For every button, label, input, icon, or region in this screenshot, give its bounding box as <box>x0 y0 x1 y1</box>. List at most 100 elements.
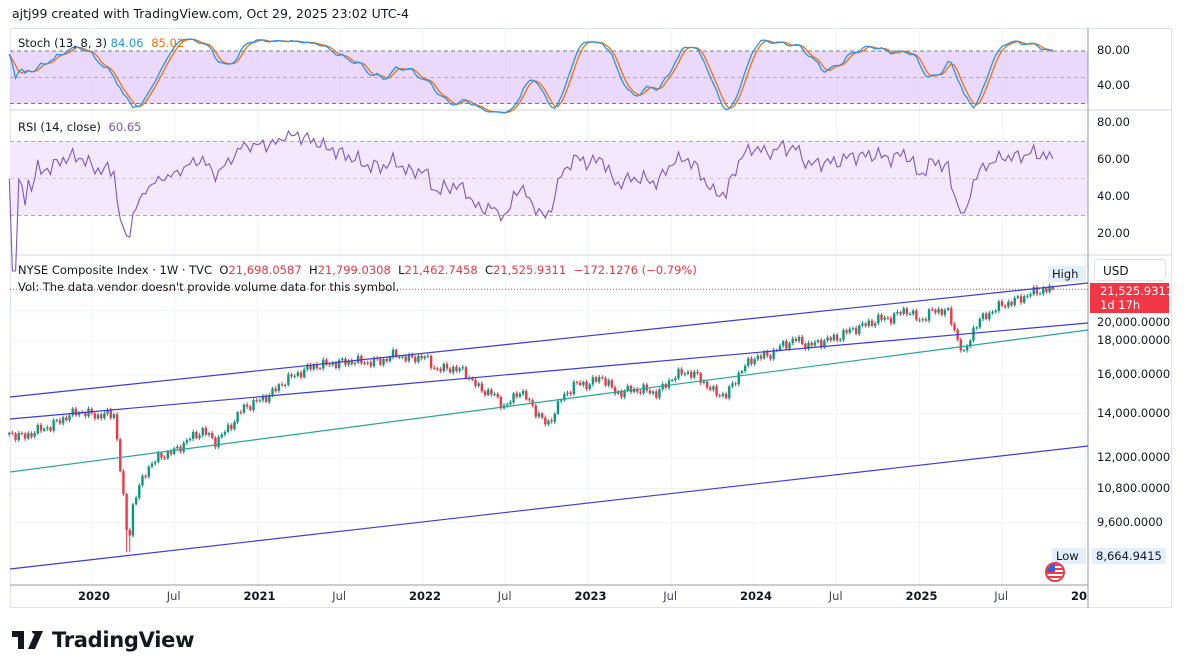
candle-body <box>71 408 74 416</box>
candle-body <box>172 448 176 454</box>
us-flag-icon[interactable] <box>1045 562 1065 582</box>
candle-body <box>591 377 595 385</box>
price-legend[interactable]: NYSE Composite Index · 1W · TVC O21,698.… <box>18 263 697 277</box>
candle-body <box>731 383 734 387</box>
candle-body <box>715 386 718 396</box>
candle-body <box>341 358 344 361</box>
candles <box>8 283 1054 553</box>
candle-body <box>601 377 604 379</box>
low-marker: Low <box>1052 548 1086 564</box>
candle-body <box>854 327 858 334</box>
candle-body <box>46 427 49 429</box>
time-axis-label: Jul <box>663 589 678 603</box>
candle-body <box>395 349 398 357</box>
candle-body <box>261 395 265 401</box>
candle-body <box>578 382 582 386</box>
candle-body <box>442 363 445 372</box>
candle-body <box>629 385 633 393</box>
candle-body <box>509 402 512 405</box>
candle-body <box>33 433 36 437</box>
trend-line <box>9 329 1089 473</box>
candle-body <box>461 367 465 369</box>
candle-body <box>84 412 87 417</box>
candle-body <box>417 355 420 362</box>
candle-body <box>639 391 642 394</box>
candle-body <box>115 414 119 440</box>
candle-body <box>407 354 411 361</box>
candle-body <box>68 415 71 421</box>
candle-body <box>1016 296 1020 299</box>
candle-body <box>750 358 753 364</box>
candle-body <box>17 432 20 440</box>
candle-body <box>236 412 239 423</box>
candle-body <box>404 356 407 361</box>
candle-body <box>623 390 626 397</box>
candle-body <box>176 446 179 449</box>
candle-body <box>426 355 430 357</box>
candle-body <box>325 359 328 365</box>
last-price-tag: 21,525.9311 1d 17h <box>1090 283 1173 313</box>
currency-button[interactable]: USD <box>1094 259 1166 281</box>
candle-body <box>1007 301 1010 307</box>
bar-countdown: 1d 17h <box>1100 298 1141 312</box>
price-scale-label: 12,000.0000 <box>1097 450 1171 465</box>
stoch-legend[interactable]: Stoch (13, 8, 3) 84.06 85.02 <box>18 36 184 50</box>
candle-body <box>147 466 151 477</box>
candle-body <box>480 383 484 392</box>
candle-body <box>258 400 262 402</box>
low-value: 21,462.7458 <box>404 263 478 277</box>
candle-body <box>572 382 576 395</box>
candle-body <box>90 408 93 414</box>
candle-body <box>585 381 588 389</box>
candle-body <box>220 434 223 438</box>
candle-body <box>617 391 620 394</box>
candle-body <box>8 432 11 435</box>
credit-line: ajtj99 created with TradingView.com, Oct… <box>12 6 409 21</box>
candle-body <box>648 390 652 394</box>
rsi-legend[interactable]: RSI (14, close) 60.65 <box>18 120 141 134</box>
candle-body <box>515 393 518 397</box>
candle-body <box>594 377 598 382</box>
candle-body <box>55 420 59 422</box>
time-axis-label: 2022 <box>409 589 442 603</box>
candle-body <box>42 428 46 431</box>
candle-body <box>401 356 404 358</box>
tradingview-logo-icon <box>12 631 43 649</box>
time-axis-label: Jul <box>994 589 1009 603</box>
candle-body <box>762 351 766 359</box>
candle-body <box>553 413 556 422</box>
candle-body <box>309 364 312 370</box>
candle-body <box>455 366 458 371</box>
candle-body <box>747 358 750 366</box>
candle-body <box>496 393 499 397</box>
candle-body <box>867 320 871 326</box>
candle-body <box>696 371 699 374</box>
candle-body <box>937 309 940 313</box>
candle-body <box>1013 298 1016 305</box>
candle-body <box>988 312 991 319</box>
candle-body <box>674 378 677 381</box>
candle-body <box>813 342 817 346</box>
candle-body <box>962 350 966 352</box>
candle-body <box>588 384 591 389</box>
candle-body <box>1000 301 1004 306</box>
candle-body <box>880 314 883 320</box>
candle-body <box>889 318 893 324</box>
candle-body <box>680 369 683 375</box>
candle-body <box>223 431 227 435</box>
candle-body <box>356 355 360 363</box>
time-axis-label: 2024 <box>740 589 773 603</box>
candle-body <box>918 319 921 321</box>
candle-body <box>892 313 896 324</box>
candle-body <box>483 391 487 396</box>
candle-body <box>994 310 997 313</box>
candle-body <box>1045 288 1048 292</box>
candle-body <box>728 386 731 399</box>
candle-body <box>192 432 195 439</box>
candle-body <box>204 428 208 435</box>
candle-body <box>534 405 537 417</box>
candle-body <box>724 393 728 399</box>
candle-body <box>978 319 982 328</box>
candle-body <box>185 440 189 443</box>
